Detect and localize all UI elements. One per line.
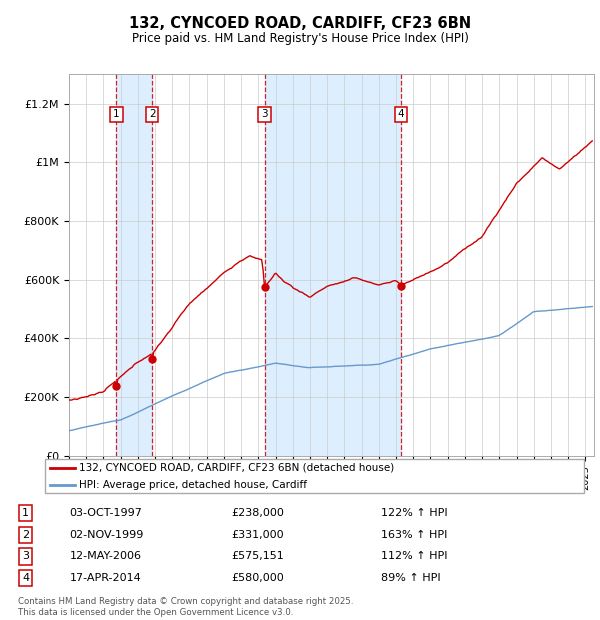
Text: 163% ↑ HPI: 163% ↑ HPI: [380, 529, 447, 540]
Text: 3: 3: [22, 551, 29, 562]
Text: Contains HM Land Registry data © Crown copyright and database right 2025.
This d: Contains HM Land Registry data © Crown c…: [18, 598, 353, 617]
Text: 122% ↑ HPI: 122% ↑ HPI: [380, 508, 447, 518]
Text: 132, CYNCOED ROAD, CARDIFF, CF23 6BN: 132, CYNCOED ROAD, CARDIFF, CF23 6BN: [129, 16, 471, 30]
Text: £238,000: £238,000: [231, 508, 284, 518]
Text: £575,151: £575,151: [231, 551, 284, 562]
Text: 02-NOV-1999: 02-NOV-1999: [70, 529, 144, 540]
Text: 1: 1: [113, 110, 119, 120]
Text: 112% ↑ HPI: 112% ↑ HPI: [380, 551, 447, 562]
Text: 03-OCT-1997: 03-OCT-1997: [70, 508, 142, 518]
Bar: [265, 74, 401, 456]
Text: 4: 4: [22, 573, 29, 583]
Text: 3: 3: [261, 110, 268, 120]
Text: 132, CYNCOED ROAD, CARDIFF, CF23 6BN (detached house): 132, CYNCOED ROAD, CARDIFF, CF23 6BN (de…: [79, 463, 394, 472]
Bar: [116, 74, 152, 456]
Text: HPI: Average price, detached house, Cardiff: HPI: Average price, detached house, Card…: [79, 480, 307, 490]
Text: 17-APR-2014: 17-APR-2014: [70, 573, 142, 583]
Text: 2: 2: [149, 110, 155, 120]
Text: 4: 4: [398, 110, 404, 120]
Text: £331,000: £331,000: [231, 529, 284, 540]
Text: 12-MAY-2006: 12-MAY-2006: [70, 551, 142, 562]
Text: 2: 2: [22, 529, 29, 540]
FancyBboxPatch shape: [45, 459, 584, 493]
Text: £580,000: £580,000: [231, 573, 284, 583]
Text: 89% ↑ HPI: 89% ↑ HPI: [380, 573, 440, 583]
Text: 1: 1: [22, 508, 29, 518]
Text: Price paid vs. HM Land Registry's House Price Index (HPI): Price paid vs. HM Land Registry's House …: [131, 32, 469, 45]
